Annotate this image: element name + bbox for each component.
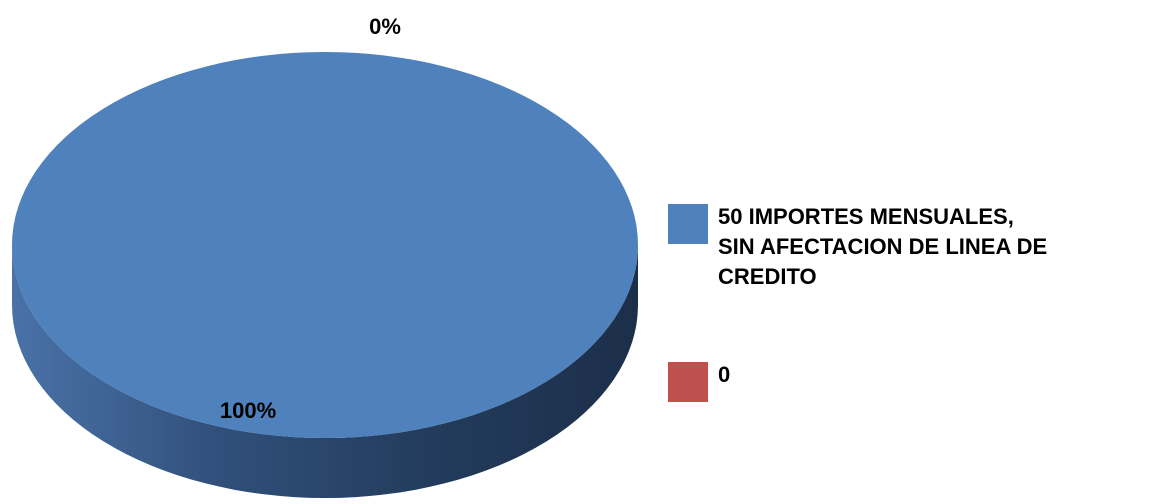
pie-slice-0 (12, 52, 638, 438)
legend-item-zero: 0 (668, 354, 1168, 504)
pie-side (12, 245, 638, 498)
data-label-1: 0% (369, 14, 401, 39)
legend-label: 50 IMPORTES MENSUALES, SIN AFECTACION DE… (718, 204, 1048, 289)
legend-swatch-red (668, 362, 708, 402)
legend-label: 0 (718, 362, 731, 387)
legend-swatch-blue (668, 204, 708, 244)
legend-item-imports: 50 IMPORTES MENSUALES, SIN AFECTACION DE… (668, 204, 1168, 354)
data-label-0: 100% (220, 398, 276, 423)
chart-legend: 50 IMPORTES MENSUALES, SIN AFECTACION DE… (668, 204, 1168, 504)
